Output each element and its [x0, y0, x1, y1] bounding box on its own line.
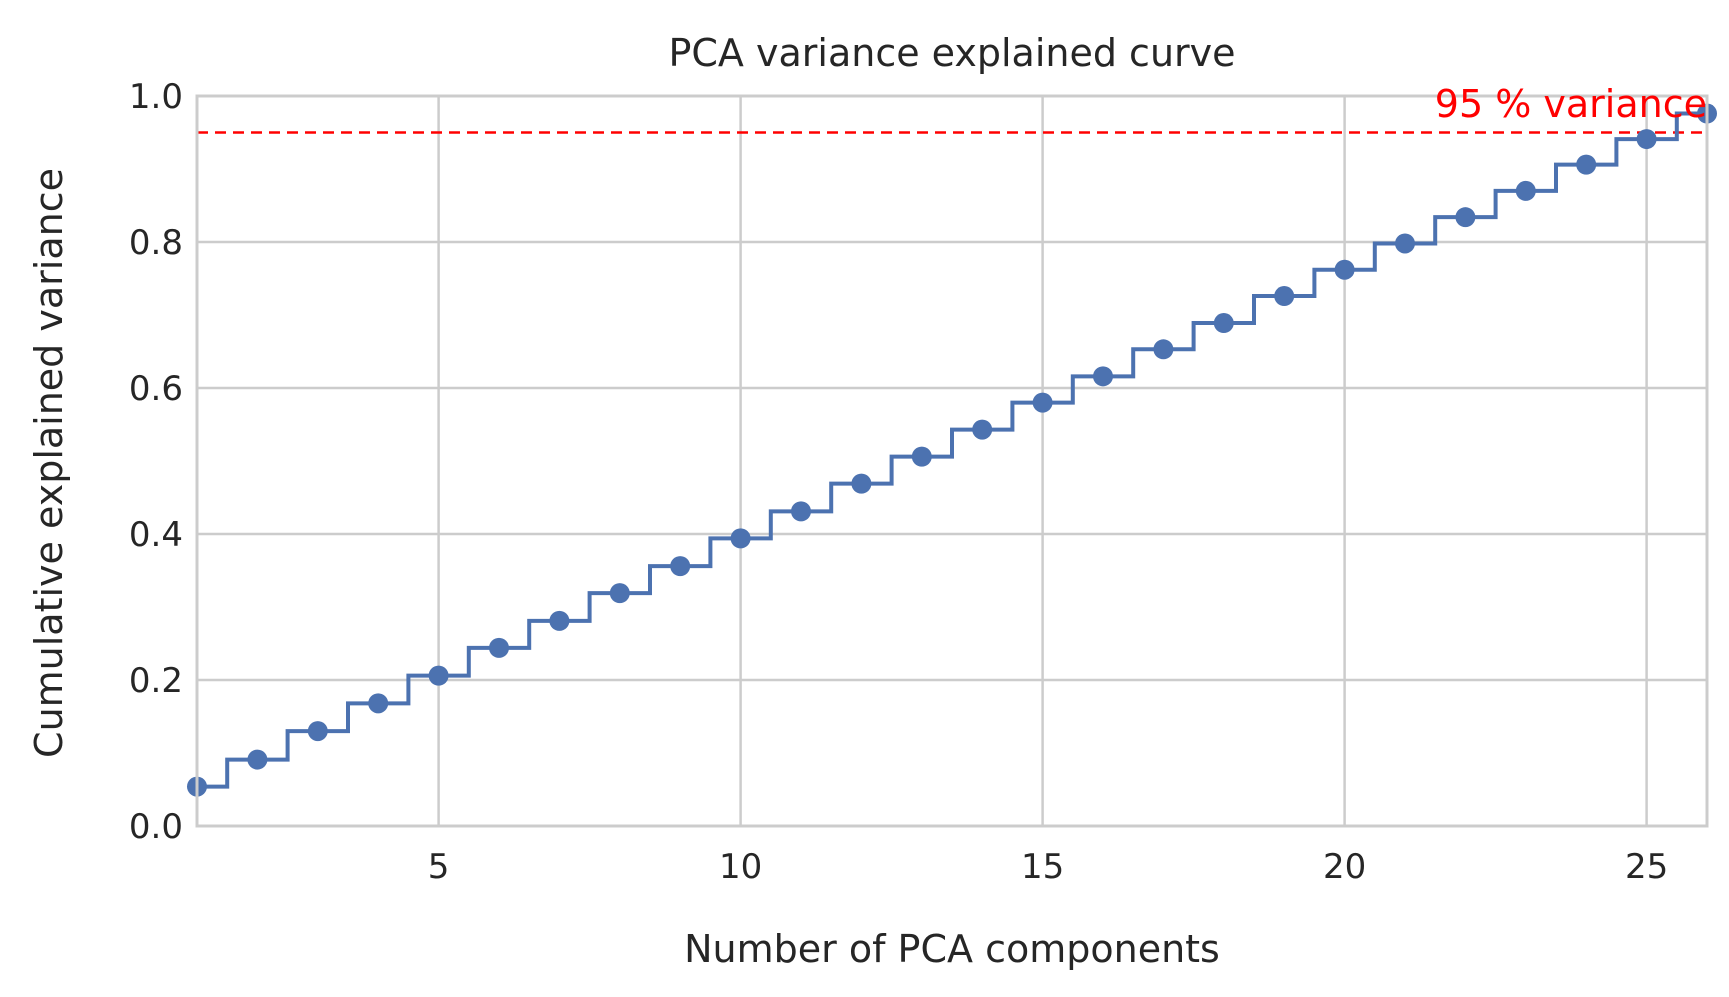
series-layer	[187, 103, 1717, 797]
x-tick-label: 15	[1021, 847, 1064, 887]
axes-frame	[195, 94, 1709, 828]
data-point	[911, 446, 932, 467]
data-point	[1334, 259, 1355, 280]
data-point	[1395, 233, 1415, 254]
data-point	[972, 419, 993, 440]
data-point	[1032, 392, 1053, 413]
data-point	[851, 473, 872, 494]
data-point	[1093, 366, 1113, 387]
y-tick-label: 0.2	[129, 661, 183, 701]
data-point	[368, 693, 389, 714]
x-tick-label: 5	[428, 847, 450, 887]
data-point	[247, 749, 268, 770]
data-point	[1515, 180, 1536, 201]
tick-labels: 5 10 15 20 25 0.0 0.2 0.4 0.6 0.8 1.0	[129, 77, 1668, 887]
data-point	[1153, 339, 1174, 360]
y-tick-label: 0.8	[129, 223, 183, 263]
plot-frame	[195, 94, 1709, 828]
data-point	[791, 501, 811, 522]
y-tick-label: 0.0	[129, 807, 183, 847]
data-point	[1213, 313, 1234, 334]
y-axis-label: Cumulative explained variance	[27, 168, 71, 758]
data-point	[609, 583, 630, 604]
x-tick-label: 10	[719, 847, 762, 887]
threshold-label: 95 % variance	[1435, 82, 1707, 126]
data-point	[549, 610, 570, 631]
data-point	[1274, 286, 1295, 307]
data-point	[307, 721, 328, 742]
data-point	[670, 556, 691, 577]
chart-title: PCA variance explained curve	[668, 31, 1235, 75]
data-point	[428, 665, 449, 686]
data-point	[730, 528, 751, 549]
data-point	[1636, 129, 1657, 150]
x-tick-label: 20	[1323, 847, 1366, 887]
data-point	[489, 637, 509, 658]
y-tick-label: 0.4	[129, 515, 183, 555]
x-tick-label: 25	[1625, 847, 1668, 887]
x-axis-label: Number of PCA components	[684, 927, 1220, 971]
y-tick-label: 0.6	[129, 369, 183, 409]
data-point	[1455, 207, 1476, 228]
y-tick-label: 1.0	[129, 77, 183, 117]
data-point	[1576, 154, 1597, 175]
